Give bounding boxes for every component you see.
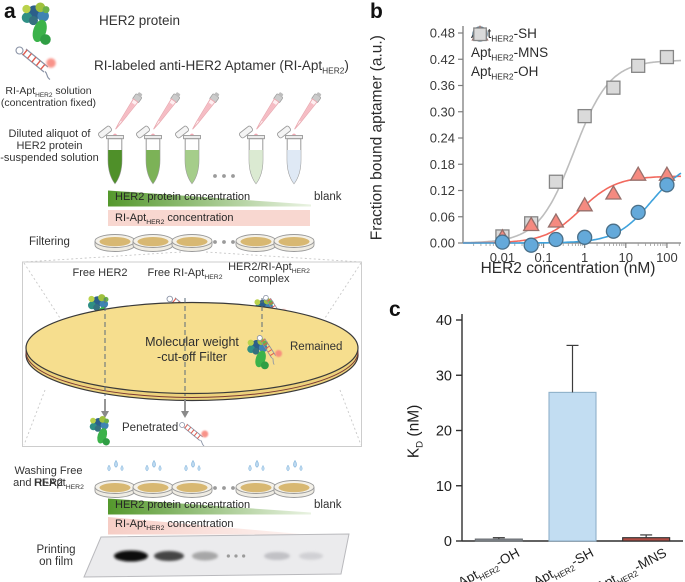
tube-icon (276, 125, 303, 185)
series-circle (494, 177, 675, 253)
washing-dish-row (94, 460, 315, 498)
square-marker-icon (473, 27, 487, 42)
flow-dashed-lines (104, 298, 263, 396)
solution-label-line1: RI-AptHER2 solution (5, 85, 92, 100)
complex-label-line2: complex (248, 273, 290, 285)
filtering-dish-row (94, 234, 315, 252)
bar-0 (474, 538, 523, 542)
b-ytick-label: 0.48 (430, 26, 455, 41)
c-ytick-label: 10 (436, 479, 452, 495)
diluted-label-line1: Diluted aliquot of (8, 128, 91, 140)
b-xtick-label: 0.01 (490, 250, 515, 265)
b-ytick-label: 0.00 (430, 236, 455, 251)
c-ytick-label: 40 (436, 313, 452, 329)
remained-label: Remained (290, 341, 343, 353)
bar-2 (622, 537, 671, 542)
magnifier-cone-lines (23, 251, 362, 446)
green-gradient-wedge (108, 190, 311, 207)
b-y-axis-title: Fraction bound aptamer (a.u.) (368, 35, 386, 241)
printing-label-line2: on film (39, 556, 73, 568)
panel-a: a HER2 protein RI-labeled anti-HER2 Apta… (0, 0, 362, 578)
free-her2-label: Free HER2 (72, 267, 128, 279)
b-ytick-label: 0.24 (430, 131, 455, 146)
panel-a-art (0, 2, 362, 578)
b-ytick-label: 0.30 (430, 104, 455, 119)
green-gradient-wedge-2 (108, 498, 311, 515)
diluted-label-line2: HER2 protein (16, 140, 83, 152)
bar-1 (548, 391, 597, 542)
washing-label-line2: and RI-AptHER2 (13, 477, 84, 492)
b-ytick-label: 0.36 (430, 78, 455, 93)
film-blot (264, 552, 290, 560)
b-xtick-label: 0.1 (535, 250, 553, 265)
c-chart: 0 10 20 30 40 (436, 313, 683, 550)
mwco-filter-icon (25, 301, 359, 402)
diluted-label-line3: -suspended solution (0, 152, 99, 164)
pink-concentration-bar (108, 210, 310, 226)
pink-gradient-wedge-2 (108, 517, 306, 535)
her2-protein-label: HER2 protein (99, 13, 181, 28)
film-blot (114, 550, 148, 562)
blank-label-top: blank (314, 191, 342, 203)
panel-a-label: a (4, 0, 16, 23)
pink-bar-label-bottom: RI-AptHER2 concentration (115, 518, 234, 533)
tube-row (97, 125, 303, 185)
green-bar-label-bottom: HER2 protein concentration (115, 499, 251, 511)
tube-icon (135, 125, 162, 185)
b-xtick-label: 10 (619, 250, 633, 265)
fit-curve-square (463, 59, 681, 244)
complex-label-line1: HER2/RI-AptHER2 (228, 261, 310, 276)
filter-label-line2: -cut-off Filter (157, 350, 227, 364)
blank-label-bottom: blank (314, 499, 342, 511)
tube-icon (174, 125, 201, 185)
filter-label-line1: Molecular weight (145, 335, 239, 349)
b-xtick-label: 100 (656, 250, 678, 265)
c-ytick-label: 20 (436, 424, 452, 440)
b-ytick-label: 0.18 (430, 157, 455, 172)
b-xtick-label: 1 (581, 250, 588, 265)
penetrated-label: Penetrated (122, 422, 179, 434)
tube-icon (97, 125, 124, 185)
free-aptamer-label: Free RI-AptHER2 (147, 267, 223, 282)
aptamer-label: RI-labeled anti-HER2 Aptamer (RI-AptHER2… (94, 58, 349, 76)
legend-label: AptHER2-MNS (471, 44, 549, 63)
legend-label: AptHER2-OH (471, 63, 539, 82)
filtering-label: Filtering (29, 236, 70, 248)
panel-b-label: b (370, 0, 383, 23)
legend-item: AptHER2-MNS (471, 25, 549, 63)
film-blot (299, 552, 323, 560)
printing-label-line1: Printing (36, 544, 76, 556)
b-x-axis-title: HER2 concentration (nM) (480, 260, 656, 277)
b-ytick-label: 0.06 (430, 209, 455, 224)
green-bar-label-top: HER2 protein concentration (115, 191, 251, 203)
washing-label-line1: Washing Free HER2 (14, 465, 83, 490)
film-blot (192, 551, 218, 561)
c-ytick-label: 30 (436, 368, 452, 384)
panel-b: 0.00 0.06 0.12 0.18 0.24 0.30 0.36 0.42 0.48 0.01… (363, 0, 685, 290)
b-ytick-label: 0.12 (430, 183, 455, 198)
c-y-axis-title: KD (nM) (405, 404, 426, 459)
b-chart: 0.00 0.06 0.12 0.18 0.24 0.30 0.36 0.42 0.48 0.01… (430, 26, 682, 265)
panel-c: 0 10 20 30 40 c KD (nM) AptHER2-OH AptHER2-SH… (363, 290, 685, 582)
pink-bar-label-top: RI-AptHER2 concentration (115, 212, 234, 227)
film-blot (154, 551, 184, 561)
b-ytick-label: 0.42 (430, 52, 455, 67)
panel-c-label: c (389, 298, 401, 321)
solution-label-line2: (concentration fixed) (0, 97, 97, 109)
film-blots (114, 550, 323, 562)
c-ytick-label: 0 (444, 534, 452, 550)
legend-item: AptHER2-OH (471, 27, 548, 82)
tube-icon (238, 125, 265, 185)
